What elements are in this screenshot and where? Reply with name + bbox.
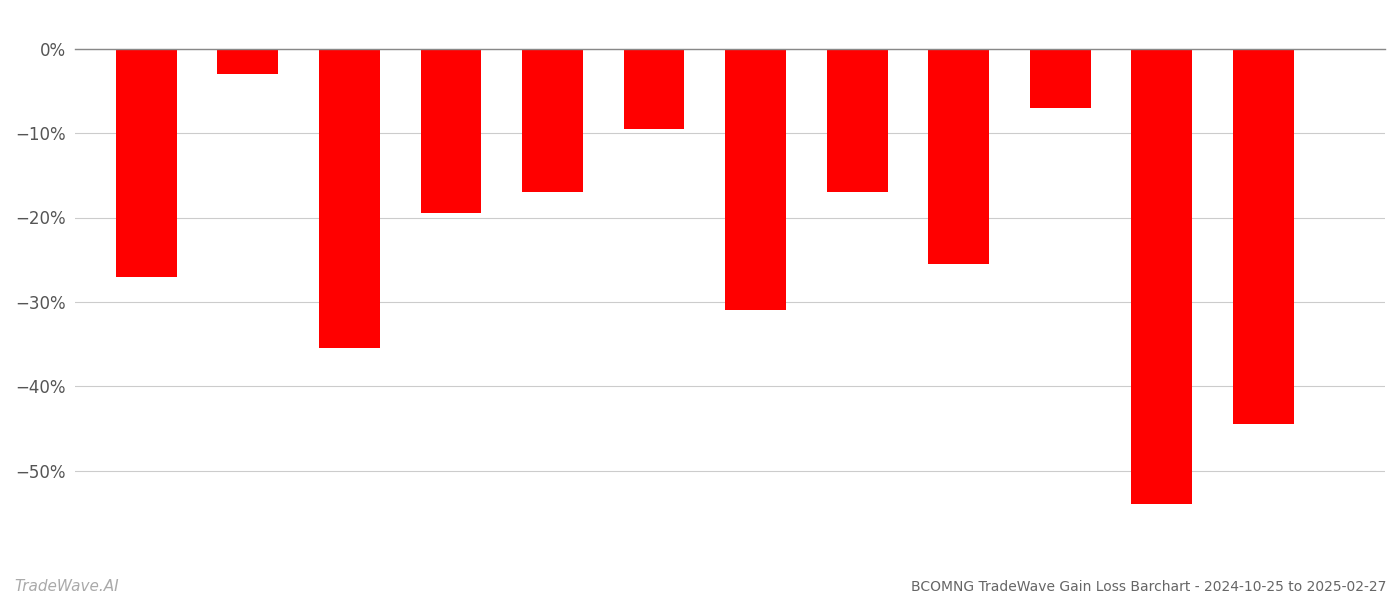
Bar bbox=[725, 49, 785, 310]
Bar bbox=[1029, 49, 1091, 108]
Bar bbox=[928, 49, 988, 264]
Bar bbox=[319, 49, 379, 348]
Bar bbox=[522, 49, 582, 192]
Bar bbox=[1233, 49, 1294, 424]
Bar bbox=[1131, 49, 1193, 505]
Bar bbox=[116, 49, 176, 277]
Bar bbox=[826, 49, 888, 192]
Text: BCOMNG TradeWave Gain Loss Barchart - 2024-10-25 to 2025-02-27: BCOMNG TradeWave Gain Loss Barchart - 20… bbox=[910, 580, 1386, 594]
Bar bbox=[420, 49, 482, 213]
Bar bbox=[217, 49, 279, 74]
Text: TradeWave.AI: TradeWave.AI bbox=[14, 579, 119, 594]
Bar bbox=[623, 49, 685, 129]
